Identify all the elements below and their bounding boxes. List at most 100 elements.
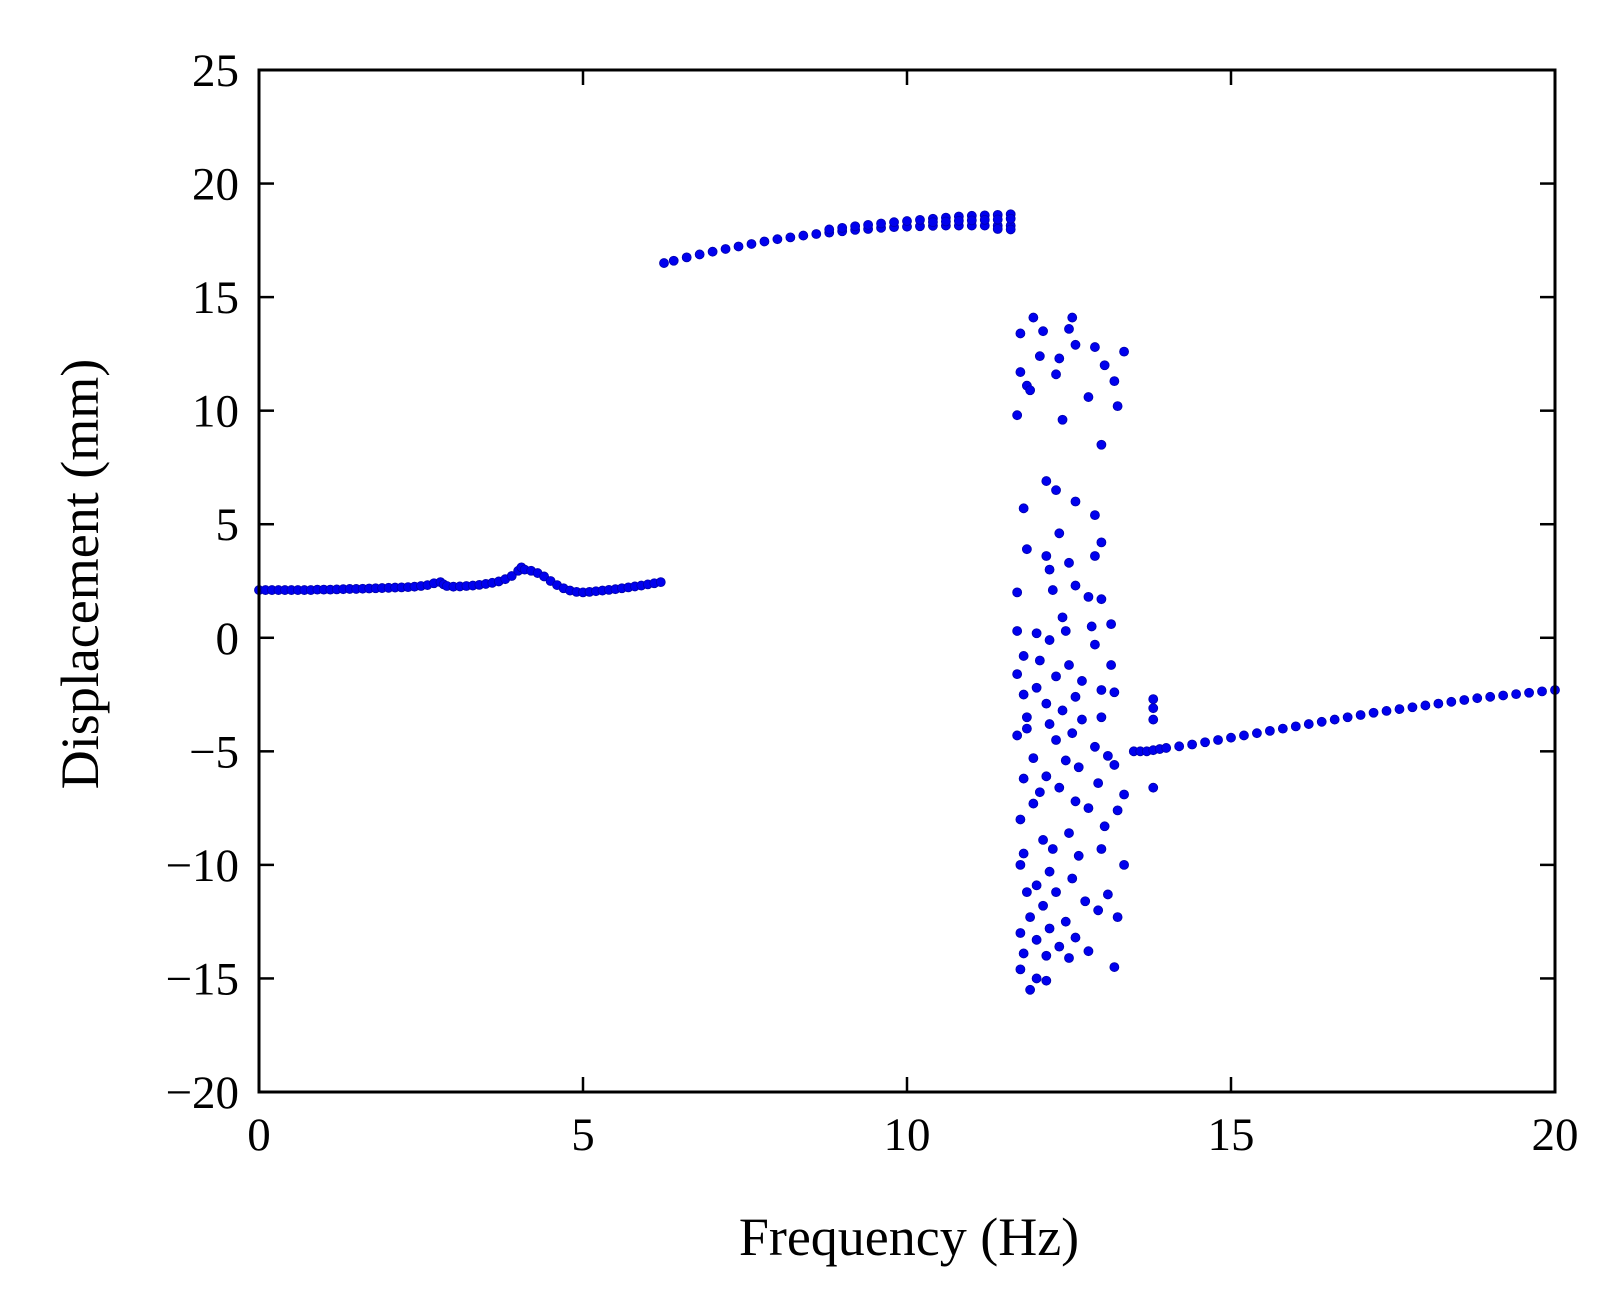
- data-point: [940, 216, 951, 227]
- data-point: [1148, 694, 1159, 704]
- data-point: [1099, 360, 1110, 371]
- data-point: [1102, 889, 1113, 900]
- data-point: [863, 219, 874, 230]
- data-point: [1433, 698, 1444, 709]
- data-point: [1018, 773, 1029, 784]
- data-point: [1015, 859, 1026, 870]
- data-point: [1057, 414, 1068, 425]
- data-point: [1073, 850, 1084, 861]
- data-point: [1083, 803, 1094, 814]
- data-point: [1021, 723, 1032, 734]
- data-point: [1093, 905, 1104, 916]
- data-point: [759, 236, 770, 247]
- data-point: [1070, 580, 1081, 591]
- data-point: [1038, 326, 1048, 337]
- data-point: [1041, 476, 1052, 486]
- y-tick-label: 15: [192, 272, 239, 324]
- data-point: [1112, 805, 1123, 816]
- data-point: [1041, 975, 1052, 986]
- data-point: [1025, 385, 1036, 396]
- data-point: [1099, 821, 1110, 832]
- data-point: [992, 214, 1003, 225]
- data-point: [1034, 787, 1045, 798]
- data-point: [1109, 376, 1120, 387]
- data-point: [1067, 728, 1078, 739]
- data-point: [953, 215, 964, 226]
- x-axis-label: Frequency (Hz): [739, 1207, 1079, 1267]
- data-point: [1381, 706, 1392, 716]
- data-point: [1070, 691, 1081, 702]
- data-point: [966, 215, 977, 226]
- data-point: [1015, 328, 1026, 339]
- data-point: [1394, 704, 1405, 714]
- data-point: [811, 229, 822, 239]
- data-point: [1047, 844, 1058, 854]
- data-point: [1083, 946, 1094, 957]
- data-point: [1524, 687, 1534, 698]
- data-point: [1012, 669, 1023, 680]
- data-point: [902, 216, 912, 226]
- y-tick-label: 0: [216, 613, 240, 665]
- data-point: [1355, 710, 1366, 720]
- data-point: [1093, 778, 1104, 789]
- data-point: [1112, 912, 1123, 923]
- data-point: [1031, 880, 1042, 891]
- data-point: [1044, 923, 1055, 934]
- data-point: [1070, 796, 1081, 807]
- data-point: [1073, 762, 1084, 773]
- data-point: [1005, 213, 1016, 224]
- data-point: [889, 217, 899, 228]
- data-point: [1090, 639, 1100, 650]
- x-tick-label: 10: [884, 1109, 931, 1161]
- data-point: [1054, 782, 1065, 793]
- data-point: [1051, 485, 1061, 496]
- data-point: [1148, 703, 1159, 714]
- data-point: [1303, 719, 1314, 729]
- data-point: [668, 255, 679, 266]
- data-point: [1028, 312, 1039, 323]
- x-tick-label: 15: [1208, 1109, 1255, 1161]
- y-tick-label: 10: [192, 386, 239, 438]
- data-point: [1064, 953, 1074, 963]
- data-point: [1051, 369, 1061, 380]
- data-point: [1090, 741, 1100, 752]
- data-point: [850, 221, 861, 232]
- x-tick-label: 0: [247, 1109, 271, 1161]
- data-point: [1057, 705, 1068, 716]
- data-point: [707, 246, 718, 257]
- data-point: [1028, 798, 1039, 809]
- data-point: [1015, 928, 1026, 938]
- data-point: [1316, 716, 1327, 727]
- data-point: [1096, 439, 1107, 450]
- data-point: [1060, 916, 1071, 927]
- data-point: [1148, 714, 1159, 725]
- data-point: [1018, 848, 1029, 859]
- x-tick-labels: 0 5 10 15 20: [247, 1109, 1578, 1161]
- y-tick-label: −5: [189, 726, 239, 778]
- data-point: [1329, 714, 1340, 725]
- data-point: [1174, 741, 1185, 752]
- data-point: [1083, 591, 1094, 602]
- plot-frame: [257, 68, 1557, 1094]
- data-point: [1018, 689, 1029, 700]
- data-point: [1420, 700, 1431, 711]
- data-point: [733, 241, 744, 252]
- data-point: [1015, 964, 1026, 975]
- data-point: [1060, 755, 1071, 766]
- data-point: [1054, 941, 1065, 952]
- data-point: [1511, 689, 1522, 700]
- data-point: [1446, 696, 1457, 707]
- y-tick-label: 20: [192, 159, 239, 211]
- data-point: [1051, 671, 1061, 682]
- data-point: [1041, 698, 1052, 709]
- y-tick-label: −20: [165, 1067, 239, 1119]
- data-point: [1044, 564, 1055, 575]
- data-point: [506, 571, 517, 581]
- data-point: [1044, 719, 1055, 729]
- data-point: [746, 239, 757, 249]
- data-point: [1213, 735, 1223, 745]
- data-point: [1264, 725, 1275, 736]
- data-point: [1031, 682, 1042, 693]
- data-point: [785, 232, 796, 243]
- data-point: [1018, 503, 1029, 514]
